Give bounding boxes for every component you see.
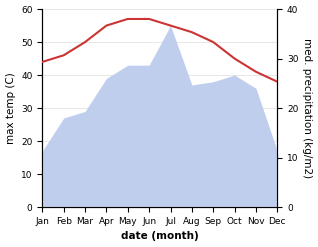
Y-axis label: max temp (C): max temp (C)	[5, 72, 16, 144]
Y-axis label: med. precipitation (kg/m2): med. precipitation (kg/m2)	[302, 38, 313, 178]
X-axis label: date (month): date (month)	[121, 231, 199, 242]
